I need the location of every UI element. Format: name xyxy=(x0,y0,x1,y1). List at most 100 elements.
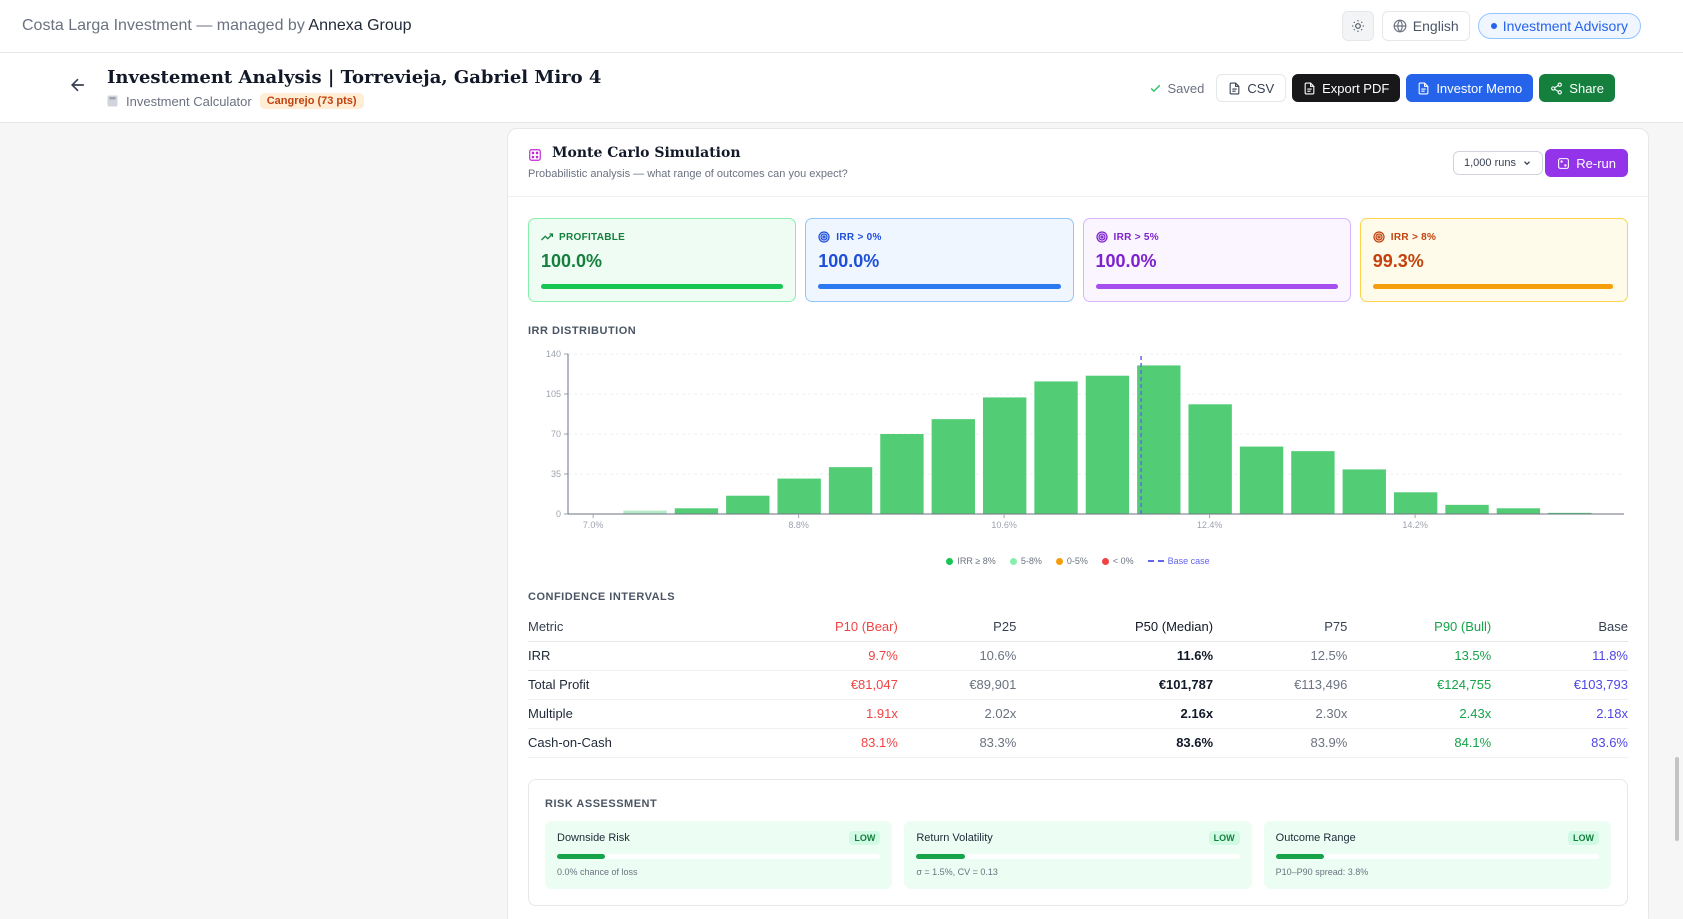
table-cell: 11.6% xyxy=(1016,641,1214,671)
confidence-intervals-title: CONFIDENCE INTERVALS xyxy=(528,591,676,603)
dice-icon xyxy=(529,149,541,161)
stat-label-text: IRR > 8% xyxy=(1390,231,1437,243)
risk-progress-fill xyxy=(557,854,606,859)
table-cell: 83.3% xyxy=(897,728,1017,758)
risk-card-downside: Downside Risk LOW 0.0% chance of loss xyxy=(545,821,893,889)
risk-note: 0.0% chance of loss xyxy=(557,867,638,877)
legend-item: 5-8% xyxy=(1009,556,1042,566)
y-tick-label: 70 xyxy=(551,429,561,439)
table-cell: 84.1% xyxy=(1347,728,1492,758)
column-header: P50 (Median) xyxy=(1016,612,1214,642)
x-tick-label: 7.0% xyxy=(583,520,604,530)
calculator-icon xyxy=(107,95,118,107)
globe-icon xyxy=(1393,19,1407,33)
export-pdf-label: Export PDF xyxy=(1322,80,1390,96)
stat-value: 100.0% xyxy=(1095,251,1157,271)
x-tick-label: 12.4% xyxy=(1197,520,1223,530)
histogram-bar xyxy=(1291,451,1335,514)
table-cell: 10.6% xyxy=(897,641,1017,671)
legend-item: 0-5% xyxy=(1055,556,1088,566)
top-bar: Costa Larga Investment — managed by Anne… xyxy=(0,0,1683,53)
y-tick-label: 35 xyxy=(551,469,561,479)
histogram-bar xyxy=(1548,512,1592,514)
table-header-row: Metric P10 (Bear) P25 P50 (Median) P75 P… xyxy=(528,612,1628,642)
histogram-bar xyxy=(623,510,667,514)
stat-progress xyxy=(1095,284,1338,289)
legend-item: < 0% xyxy=(1101,556,1134,566)
table-cell: Multiple xyxy=(528,699,740,729)
risk-progress xyxy=(916,854,1240,859)
table-cell: €89,901 xyxy=(897,670,1017,700)
table-cell: Total Profit xyxy=(528,670,740,700)
legend-label: 5-8% xyxy=(1020,556,1042,566)
trending-up-icon xyxy=(541,233,553,241)
legend-dot-icon xyxy=(946,557,954,565)
stat-card-profitable: PROFITABLE 100.0% xyxy=(528,218,797,302)
column-header: Metric xyxy=(528,612,740,642)
table-cell: 12.5% xyxy=(1213,641,1348,671)
table-cell: 13.5% xyxy=(1347,641,1492,671)
table-cell: IRR xyxy=(528,641,740,671)
page-header: Investement Analysis | Torrevieja, Gabri… xyxy=(0,53,1683,123)
runs-select[interactable]: 1,000 runs xyxy=(1453,151,1543,175)
risk-name: Outcome Range xyxy=(1275,832,1356,844)
legend-label: Base case xyxy=(1167,556,1210,566)
back-button[interactable] xyxy=(68,75,90,97)
calculator-label: Investment Calculator xyxy=(126,93,252,109)
stat-value: 99.3% xyxy=(1372,251,1424,271)
saved-status: Saved xyxy=(1149,80,1205,96)
irr-histogram: 0 35 70 105 140 7.0% 8.8% 10.6% 12.4% 14.2% xyxy=(546,349,1624,530)
share-button[interactable]: Share xyxy=(1539,74,1615,102)
table-row: IRR 9.7% 10.6% 11.6% 12.5% 13.5% 11.8% xyxy=(528,641,1628,671)
investment-advisory-pill[interactable]: Investment Advisory xyxy=(1477,13,1641,39)
table-cell: €113,496 xyxy=(1213,670,1348,700)
score-badge: Cangrejo (73 pts) xyxy=(259,93,364,109)
table-cell: €81,047 xyxy=(739,670,898,700)
table-cell: Cash-on-Cash xyxy=(528,728,740,758)
stat-progress xyxy=(818,284,1061,289)
irr-distribution-chart: 0 35 70 105 140 7.0% 8.8% 10.6% 12.4% 14.2% xyxy=(528,349,1628,549)
stat-value: 100.0% xyxy=(541,251,603,271)
risk-assessment-title: RISK ASSESSMENT xyxy=(545,798,658,810)
x-tick-label: 10.6% xyxy=(991,520,1017,530)
table-cell: 2.02x xyxy=(897,699,1017,729)
table-row: Cash-on-Cash 83.1% 83.3% 83.6% 83.9% 84.… xyxy=(528,728,1628,758)
advisory-label: Investment Advisory xyxy=(1502,18,1628,34)
stat-value: 100.0% xyxy=(818,251,880,271)
histogram-bar xyxy=(1188,404,1232,514)
target-icon xyxy=(1095,231,1108,243)
column-header: P75 xyxy=(1213,612,1348,642)
risk-card-volatility: Return Volatility LOW σ = 1.5%, CV = 0.1… xyxy=(904,821,1252,889)
risk-assessment: RISK ASSESSMENT Downside Risk LOW 0.0% c… xyxy=(528,779,1628,906)
risk-name: Return Volatility xyxy=(916,832,993,844)
chart-legend: IRR ≥ 8% 5-8% 0-5% < 0% Base case xyxy=(528,556,1628,566)
investor-memo-button[interactable]: Investor Memo xyxy=(1406,74,1534,102)
y-tick-label: 140 xyxy=(546,349,561,359)
confidence-intervals-table: Metric P10 (Bear) P25 P50 (Median) P75 P… xyxy=(528,612,1628,758)
histogram-bar xyxy=(1085,375,1130,514)
page-scrollbar[interactable] xyxy=(1675,757,1679,841)
stat-label: IRR > 5% xyxy=(1095,231,1338,243)
export-pdf-button[interactable]: Export PDF xyxy=(1292,74,1401,102)
csv-button[interactable]: CSV xyxy=(1216,74,1287,102)
theme-toggle-button[interactable] xyxy=(1341,11,1374,41)
table-cell: 1.91x xyxy=(739,699,898,729)
simulation-subtitle: Probabilistic analysis — what range of o… xyxy=(528,168,848,180)
risk-level-badge: LOW xyxy=(1208,831,1240,845)
stat-progress-fill xyxy=(1095,284,1338,289)
legend-dash-icon xyxy=(1147,560,1164,562)
table-cell: 2.18x xyxy=(1491,699,1628,729)
legend-label: IRR ≥ 8% xyxy=(957,556,996,566)
histogram-bar xyxy=(880,434,924,514)
stat-card-irr-gt-8: IRR > 8% 99.3% xyxy=(1359,218,1628,302)
stat-progress-fill xyxy=(1372,284,1614,289)
risk-level-badge: LOW xyxy=(849,831,881,845)
y-tick-label: 0 xyxy=(556,509,561,519)
language-button[interactable]: English xyxy=(1381,11,1470,41)
stat-progress xyxy=(1372,284,1615,289)
rerun-button[interactable]: Re-run xyxy=(1545,149,1628,177)
saved-label: Saved xyxy=(1167,80,1205,96)
table-cell: 83.6% xyxy=(1016,728,1214,758)
brand-name: Annexa Group xyxy=(308,17,412,34)
histogram-bar xyxy=(931,419,975,514)
